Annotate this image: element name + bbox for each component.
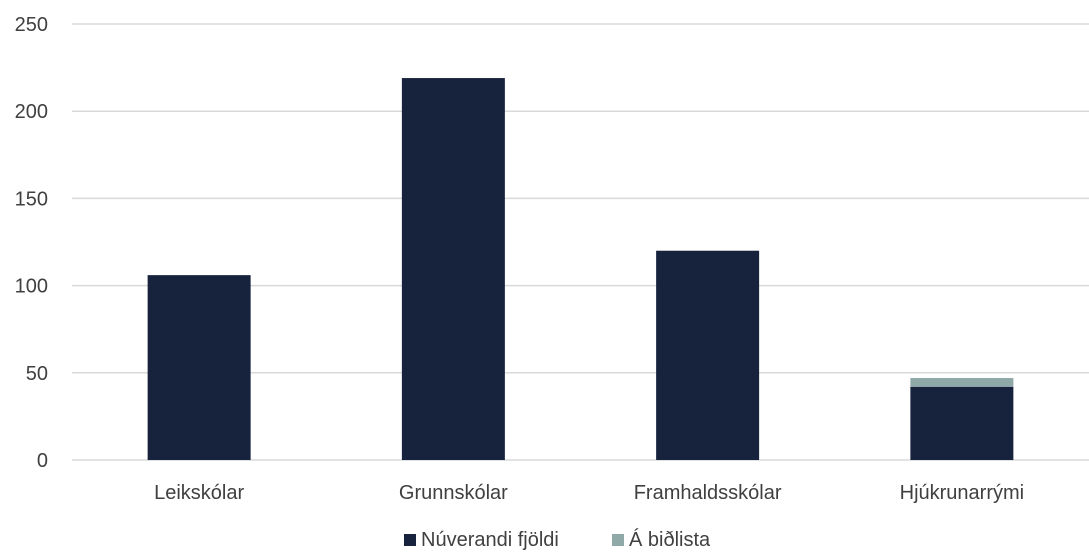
category-label: Hjúkrunarrými: [900, 482, 1024, 504]
category-label: Grunnskólar: [399, 482, 508, 504]
bar-current-0: [147, 275, 251, 460]
y-tick-label: 250: [15, 14, 48, 36]
bars: [147, 78, 1014, 461]
legend: Núverandi fjöldi Á biðlista: [404, 528, 711, 551]
y-tick-label: 150: [15, 188, 48, 210]
category-label: Framhaldsskólar: [634, 482, 782, 504]
y-tick-label: 100: [15, 276, 48, 298]
legend-label-1: Á biðlista: [629, 528, 711, 551]
y-tick-label: 0: [37, 450, 48, 472]
y-axis-ticks: 0 50 100 150 200 250: [15, 14, 48, 472]
y-tick-label: 50: [26, 363, 48, 385]
bar-current-1: [401, 78, 505, 461]
bar-current-2: [656, 250, 760, 460]
bar-current-3: [910, 386, 1014, 460]
x-axis-labels: Leikskólar Grunnskólar Framhaldsskólar Hjúk…: [154, 482, 1024, 504]
category-label: Leikskólar: [154, 482, 244, 504]
bar-waitlist-3: [910, 378, 1014, 387]
legend-label-0: Núverandi fjöldi: [421, 529, 559, 551]
legend-swatch-1: [612, 534, 624, 546]
legend-swatch-0: [404, 534, 416, 546]
y-tick-label: 200: [15, 101, 48, 123]
